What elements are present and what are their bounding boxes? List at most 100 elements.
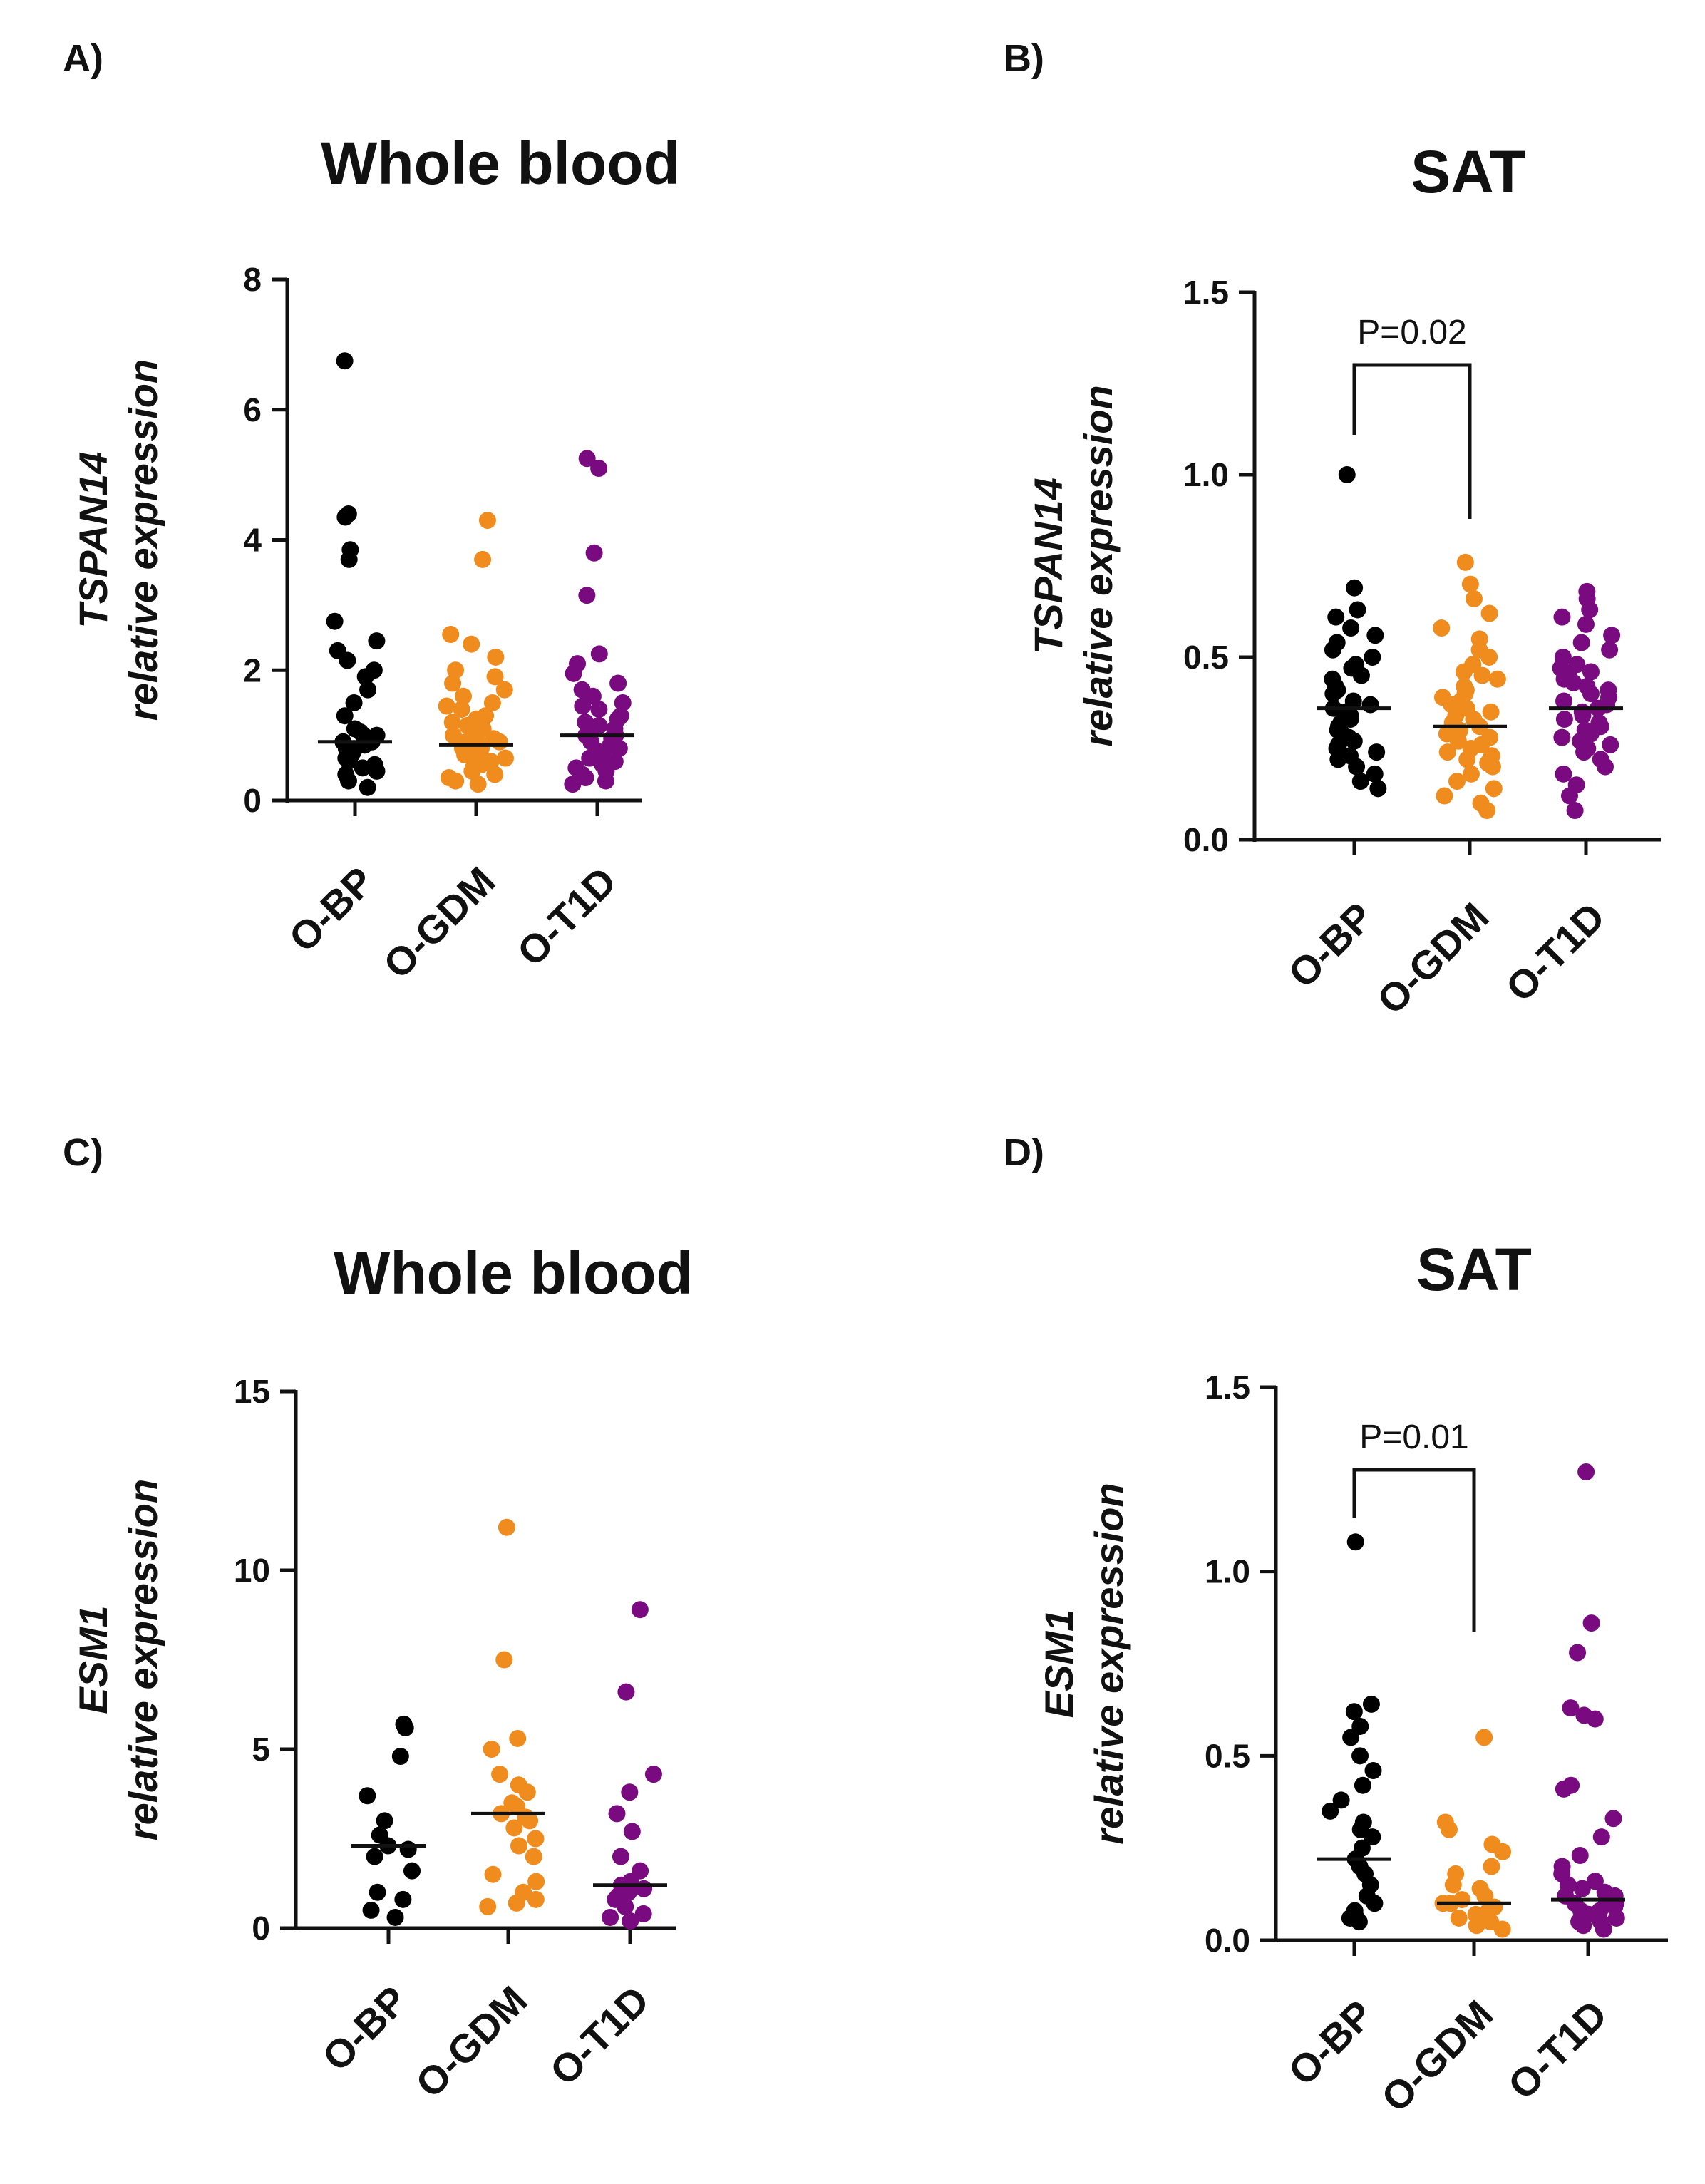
data-point: [1582, 663, 1600, 681]
data-point: [339, 753, 357, 771]
data-point: [490, 733, 508, 751]
data-point: [1352, 666, 1370, 684]
data-point: [1449, 732, 1467, 750]
data-point: [1560, 787, 1578, 805]
data-point: [1478, 802, 1496, 820]
chart-title: SAT: [1411, 138, 1526, 205]
data-point: [1607, 1909, 1625, 1927]
y-tick-label: 5: [252, 1731, 270, 1768]
data-point: [336, 707, 354, 725]
data-point: [478, 512, 496, 530]
y-tick-label: 15: [234, 1373, 270, 1410]
data-point: [1573, 1880, 1591, 1897]
data-point: [495, 681, 513, 699]
panel-letter: D): [1004, 1131, 1044, 1174]
data-point: [521, 1812, 539, 1830]
data-point: [527, 1830, 545, 1848]
data-point: [1349, 601, 1366, 619]
x-tick-label: O-T1D: [1497, 894, 1613, 1010]
data-point: [463, 635, 480, 653]
y-tick-label: 1.5: [1183, 274, 1229, 311]
data-point: [1565, 674, 1582, 691]
data-point: [1350, 1913, 1368, 1931]
data-point: [1440, 1820, 1458, 1838]
data-point: [1553, 608, 1571, 626]
significance-bracket: [1352, 363, 1472, 519]
data-point: [484, 1865, 502, 1883]
data-point: [578, 587, 596, 604]
y-tick-label: 1.5: [1205, 1369, 1250, 1406]
data-point: [635, 1880, 653, 1897]
data-point: [359, 681, 377, 699]
data-point: [496, 749, 514, 767]
data-point: [1586, 1710, 1604, 1728]
data-point: [609, 674, 627, 692]
data-point: [622, 1912, 639, 1930]
data-point: [447, 772, 465, 790]
data-point: [1433, 619, 1451, 637]
data-point: [1346, 1533, 1364, 1551]
data-point: [590, 459, 608, 477]
data-point: [1366, 765, 1384, 783]
data-point: [1436, 787, 1453, 805]
data-point: [1485, 780, 1503, 798]
data-point: [456, 746, 474, 764]
data-point: [442, 625, 460, 643]
data-point: [495, 1651, 513, 1669]
data-point: [483, 694, 501, 711]
data-point: [394, 1890, 412, 1908]
data-point: [474, 550, 492, 568]
data-point: [590, 701, 608, 718]
data-point: [1480, 604, 1498, 622]
data-point: [1338, 466, 1356, 483]
data-point: [602, 1908, 619, 1926]
data-point: [518, 1783, 536, 1801]
data-point: [1483, 758, 1501, 776]
data-point: [386, 1908, 404, 1926]
data-point: [1364, 1828, 1381, 1846]
data-point: [1448, 773, 1466, 790]
data-point: [336, 352, 354, 370]
data-point: [578, 450, 596, 468]
data-point: [508, 1894, 525, 1912]
data-point: [1577, 1463, 1595, 1480]
data-point: [339, 772, 357, 790]
data-point: [1601, 641, 1619, 659]
data-point: [1571, 1847, 1589, 1865]
panel-a: A) Whole blood TSPAN14 relative expression 0…: [63, 37, 680, 987]
data-point: [510, 1837, 527, 1855]
data-point: [444, 674, 462, 692]
y-axis-label-text: relative expression: [120, 1479, 165, 1840]
data-point: [391, 1748, 409, 1766]
data-point: [617, 1897, 634, 1915]
data-point: [614, 694, 632, 711]
data-point: [1461, 575, 1479, 593]
data-point: [447, 661, 465, 679]
data-point: [1494, 1843, 1512, 1860]
data-point: [1595, 1920, 1612, 1938]
data-point: [1572, 634, 1590, 651]
data-point: [623, 1823, 641, 1840]
data-point: [565, 664, 582, 682]
y-axis-label-gene: ESM1: [1036, 1609, 1081, 1719]
x-tick-label: O-BP: [1279, 894, 1382, 996]
data-point: [621, 1783, 639, 1801]
data-point: [396, 1719, 414, 1736]
data-point: [376, 1812, 393, 1830]
y-tick-label: 6: [243, 391, 262, 428]
panel-letter: A): [63, 37, 103, 80]
data-point: [1455, 663, 1473, 681]
x-tick-label: O-BP: [1279, 1992, 1382, 2094]
data-point: [362, 1901, 380, 1919]
panel-d: D) SAT ESM1 relative expression 0.0 0.5 1.0 1.5…: [1004, 1131, 1668, 2121]
x-tick-label: O-GDM: [1373, 1992, 1502, 2121]
data-point: [1577, 615, 1595, 633]
data-point: [368, 632, 386, 650]
data-point: [1562, 1699, 1580, 1717]
data-point: [454, 687, 472, 705]
chart-title: SAT: [1416, 1236, 1532, 1303]
data-point: [1597, 758, 1614, 776]
data-point: [487, 648, 505, 666]
panel-letter: C): [63, 1131, 103, 1174]
x-tick-label: O-GDM: [375, 858, 504, 987]
